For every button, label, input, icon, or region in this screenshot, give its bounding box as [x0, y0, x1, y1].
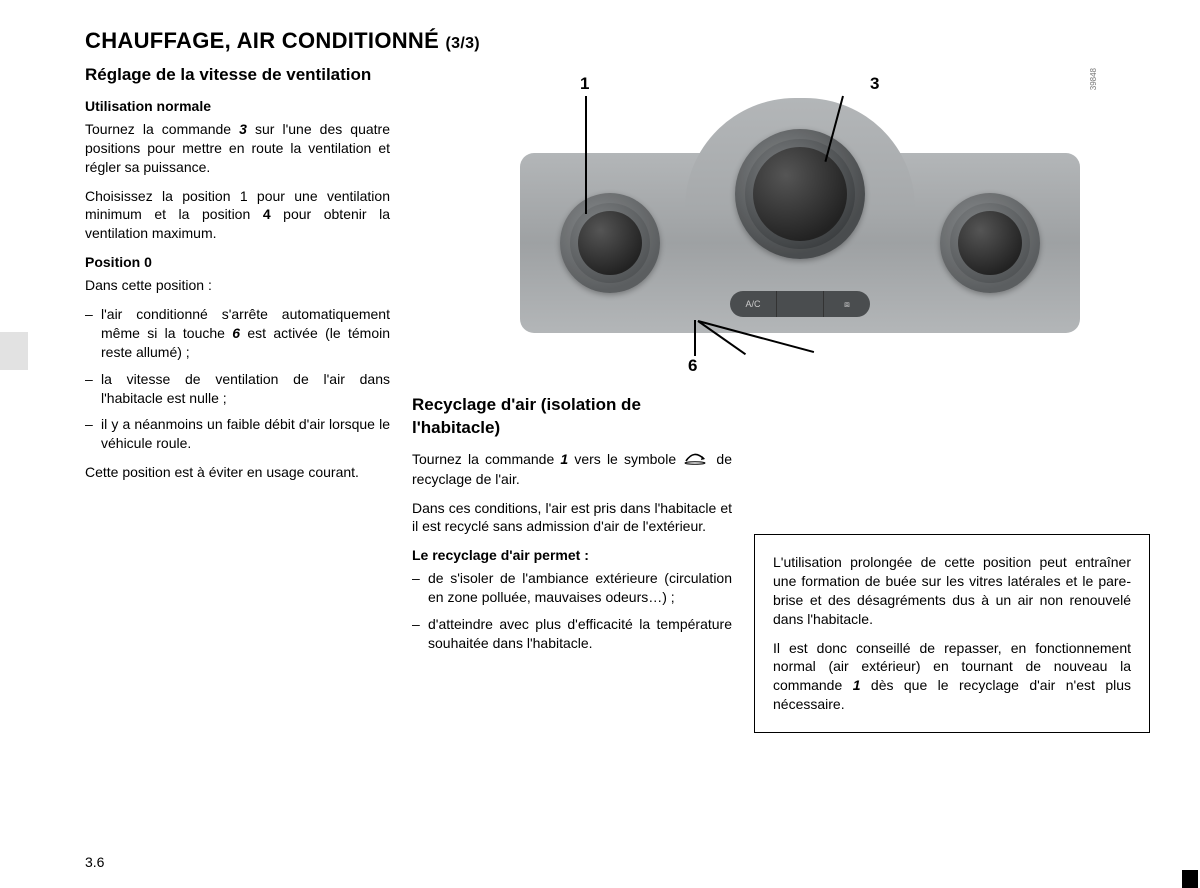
col3-spacer	[754, 64, 1150, 394]
col1-li2: la vitesse de ventilation de l'air dans …	[85, 370, 390, 408]
col2-sub1: Le recyclage d'air permet :	[412, 546, 732, 565]
col1-p4: Cette position est à éviter en usage cou…	[85, 463, 390, 482]
col1-p3: Dans cette position :	[85, 276, 390, 295]
notice-p2: Il est donc conseillé de repasser, en fo…	[773, 639, 1131, 715]
dial-recirculation	[560, 193, 660, 293]
col2-p1: Tournez la commande 1 vers le symbole de…	[412, 450, 732, 489]
title-text: CHAUFFAGE, AIR CONDITIONNÉ	[85, 28, 439, 53]
col1-heading: Réglage de la vitesse de ventilation	[85, 64, 390, 87]
callout-1: 1	[580, 74, 589, 94]
col2-heading: Recyclage d'air (isolation de l'habitacl…	[412, 394, 732, 440]
callout-6-stem	[694, 320, 696, 356]
col2-list: de s'isoler de l'ambiance extérieure (ci…	[412, 569, 732, 653]
column-3: L'utilisation prolongée de cette positio…	[754, 64, 1150, 733]
page: CHAUFFAGE, AIR CONDITIONNÉ (3/3) 39848 A…	[0, 0, 1200, 753]
col2-p2: Dans ces conditions, l'air est pris dans…	[412, 499, 732, 537]
col1-li3: il y a néanmoins un faible débit d'air l…	[85, 415, 390, 453]
col1-p1a: Tournez la commande	[85, 121, 239, 137]
col1-sub2: Position 0	[85, 253, 390, 272]
col2-li2: d'atteindre avec plus d'efficacité la te…	[412, 615, 732, 653]
col1-p2: Choisissez la position 1 pour une ventil…	[85, 187, 390, 244]
col1-sub1: Utilisation normale	[85, 97, 390, 116]
callout-6: 6	[688, 356, 697, 376]
callout-1-line	[585, 96, 587, 214]
col1-li1: l'air conditionné s'arrête automatiqueme…	[85, 305, 390, 362]
notice-box: L'utilisation prolongée de cette positio…	[754, 534, 1150, 733]
col1-ref4: 4	[263, 206, 271, 222]
page-corner-mark	[1182, 870, 1198, 888]
col1-p1: Tournez la commande 3 sur l'une des quat…	[85, 120, 390, 177]
page-number: 3.6	[85, 854, 104, 870]
col2-li1: de s'isoler de l'ambiance extérieure (ci…	[412, 569, 732, 607]
col2-p1b: vers le symbole	[568, 451, 682, 467]
recirculation-icon	[682, 451, 710, 470]
notice-p1: L'utilisation prolongée de cette positio…	[773, 553, 1131, 629]
column-1: Réglage de la vitesse de ventilation Uti…	[85, 64, 390, 733]
col1-list: l'air conditionné s'arrête automatiqueme…	[85, 305, 390, 453]
col1-ref6: 6	[232, 325, 240, 341]
title-fraction: (3/3)	[446, 35, 480, 52]
page-title: CHAUFFAGE, AIR CONDITIONNÉ (3/3)	[85, 28, 1150, 54]
col1-ref3: 3	[239, 121, 247, 137]
col2-p1a: Tournez la commande	[412, 451, 560, 467]
